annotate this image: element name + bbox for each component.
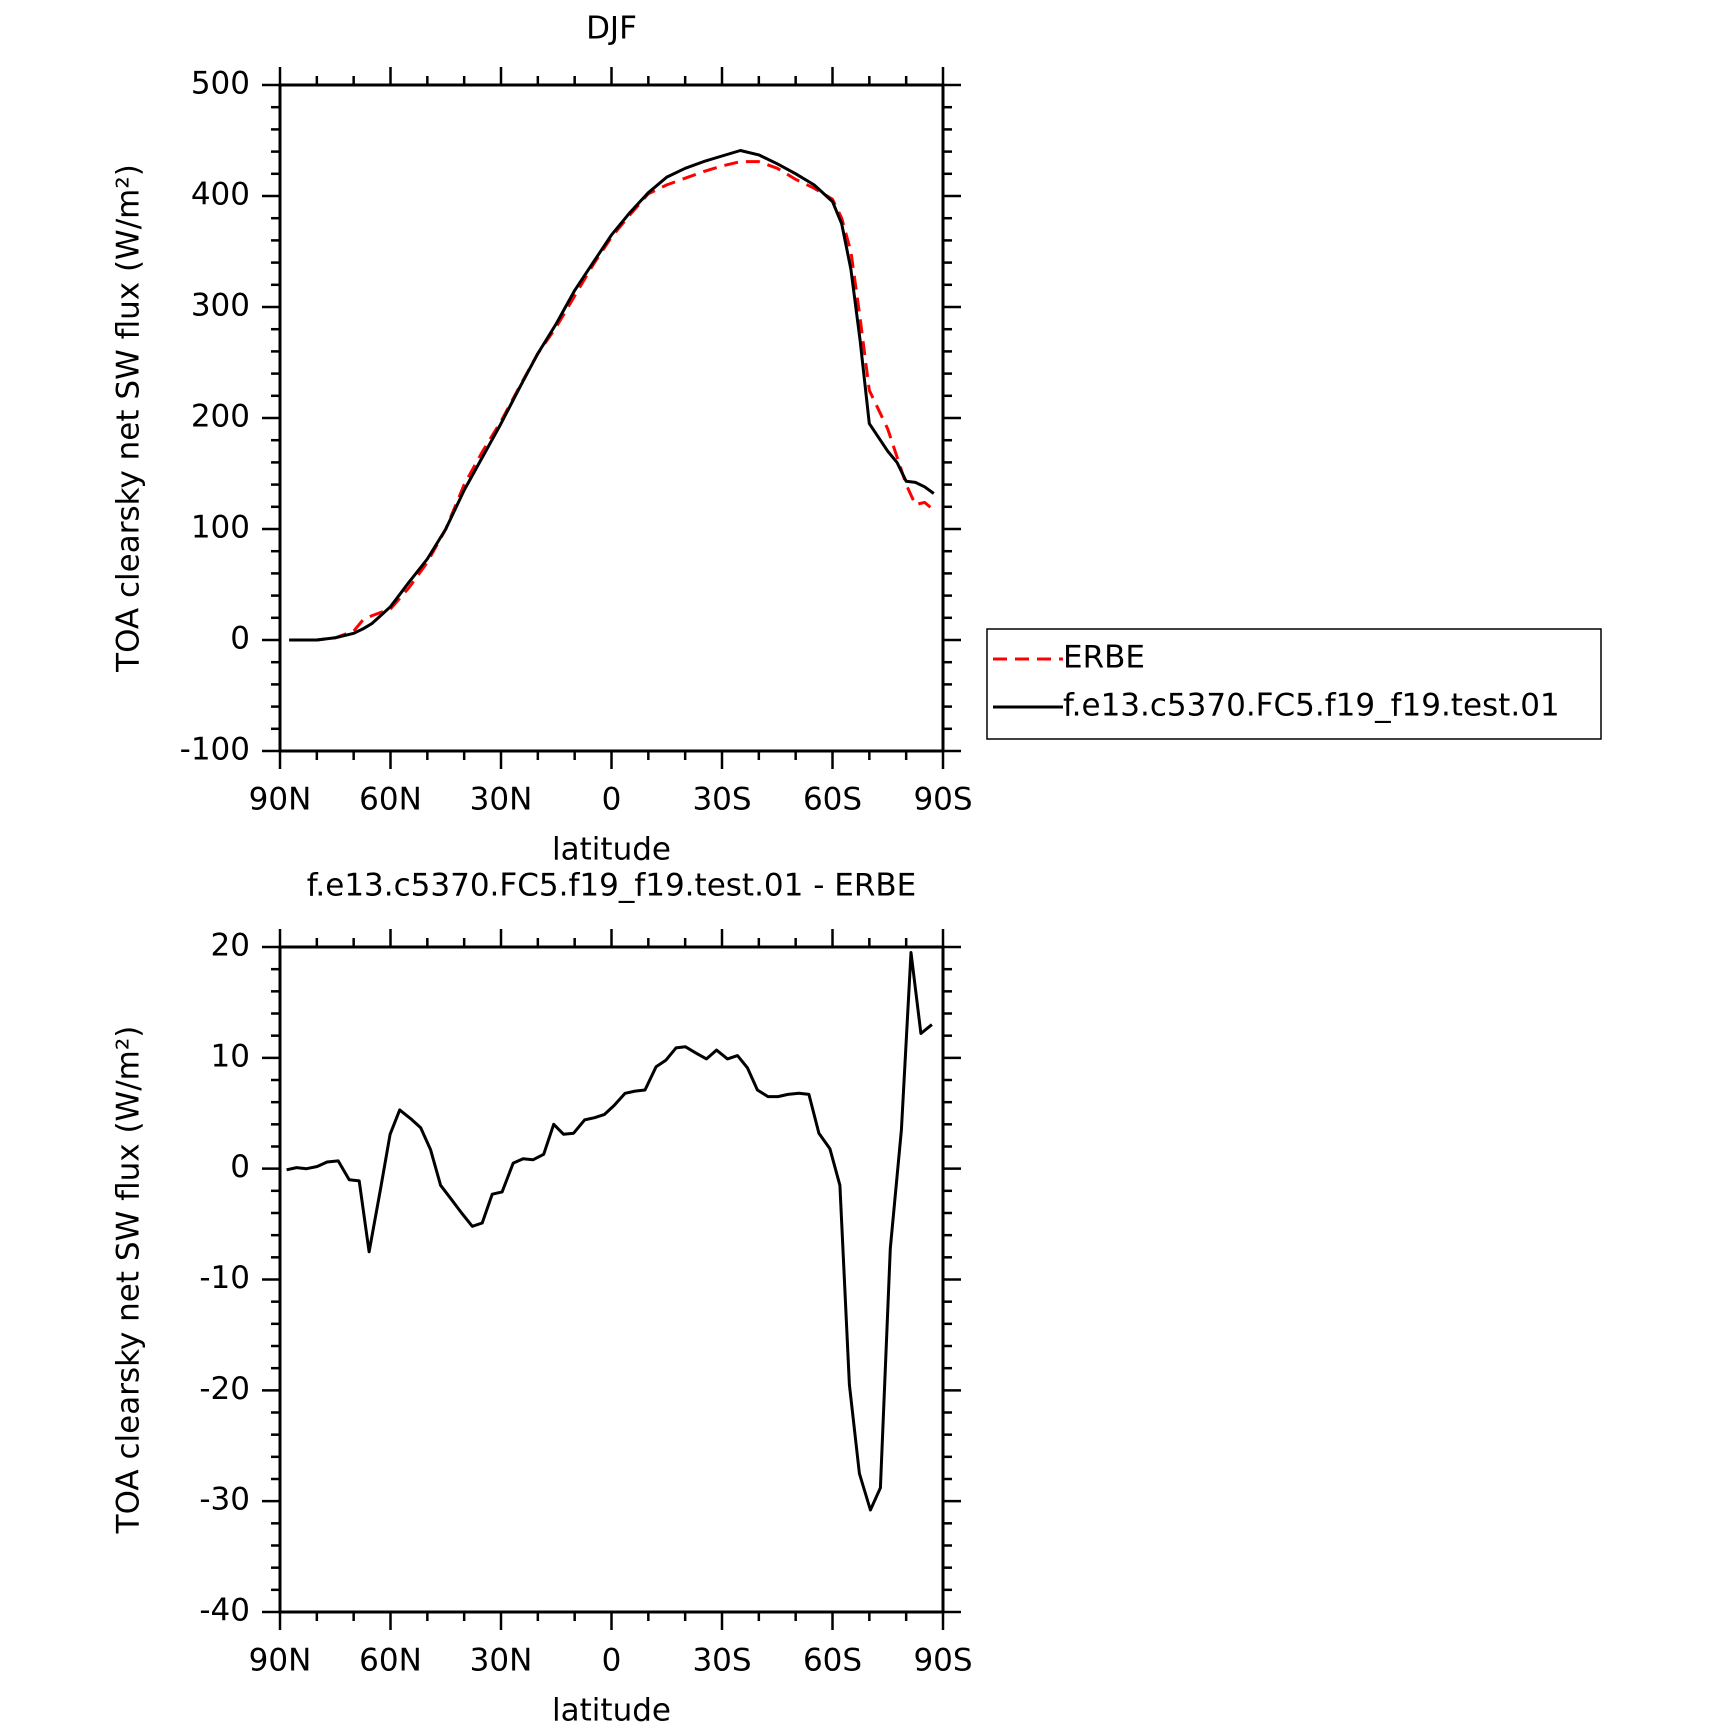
y-tick-label: -40 (199, 1593, 250, 1629)
x-tick-label: 90S (913, 1643, 972, 1679)
data-line (286, 951, 933, 1512)
x-tick-label: 30N (470, 782, 533, 818)
x-tick-label: 30S (692, 1643, 751, 1679)
x-tick-label: 60S (803, 1643, 862, 1679)
y-tick-label: 500 (191, 66, 250, 102)
y-tick-label: -30 (199, 1482, 250, 1518)
legend-label: f.e13.c5370.FC5.f19_f19.test.01 (1063, 688, 1560, 724)
x-tick-label: 60S (803, 782, 862, 818)
chart-title: f.e13.c5370.FC5.f19_f19.test.01 - ERBE (307, 868, 917, 904)
x-tick-label: 60N (359, 782, 422, 818)
y-tick-label: 0 (230, 1149, 250, 1185)
y-tick-label: -100 (180, 732, 250, 768)
y-axis-label: TOA clearsky net SW flux (W/m²) (111, 164, 147, 673)
y-axis-label: TOA clearsky net SW flux (W/m²) (111, 1026, 147, 1535)
y-tick-label: 200 (191, 399, 250, 435)
x-tick-label: 90N (249, 782, 312, 818)
x-tick-label: 0 (602, 782, 622, 818)
plot-frame (278, 83, 945, 753)
y-tick-label: 300 (191, 288, 250, 324)
legend-label: ERBE (1063, 640, 1145, 676)
x-tick-label: 30N (470, 1643, 533, 1679)
x-tick-label: 60N (359, 1643, 422, 1679)
y-tick-label: -10 (199, 1260, 250, 1296)
y-tick-label: -20 (199, 1371, 250, 1407)
legend-box (986, 628, 1602, 740)
y-tick-label: 20 (211, 928, 250, 964)
data-line (289, 149, 935, 642)
x-axis-label: latitude (552, 1693, 671, 1728)
x-tick-label: 30S (692, 782, 751, 818)
y-tick-label: 400 (191, 177, 250, 213)
y-tick-label: 100 (191, 510, 250, 546)
x-axis-label: latitude (552, 832, 671, 868)
x-tick-label: 90S (913, 782, 972, 818)
y-tick-label: 0 (230, 621, 250, 657)
chart-title: DJF (586, 11, 637, 47)
y-tick-label: 10 (211, 1038, 250, 1074)
x-tick-label: 0 (602, 1643, 622, 1679)
x-tick-label: 90N (249, 1643, 312, 1679)
